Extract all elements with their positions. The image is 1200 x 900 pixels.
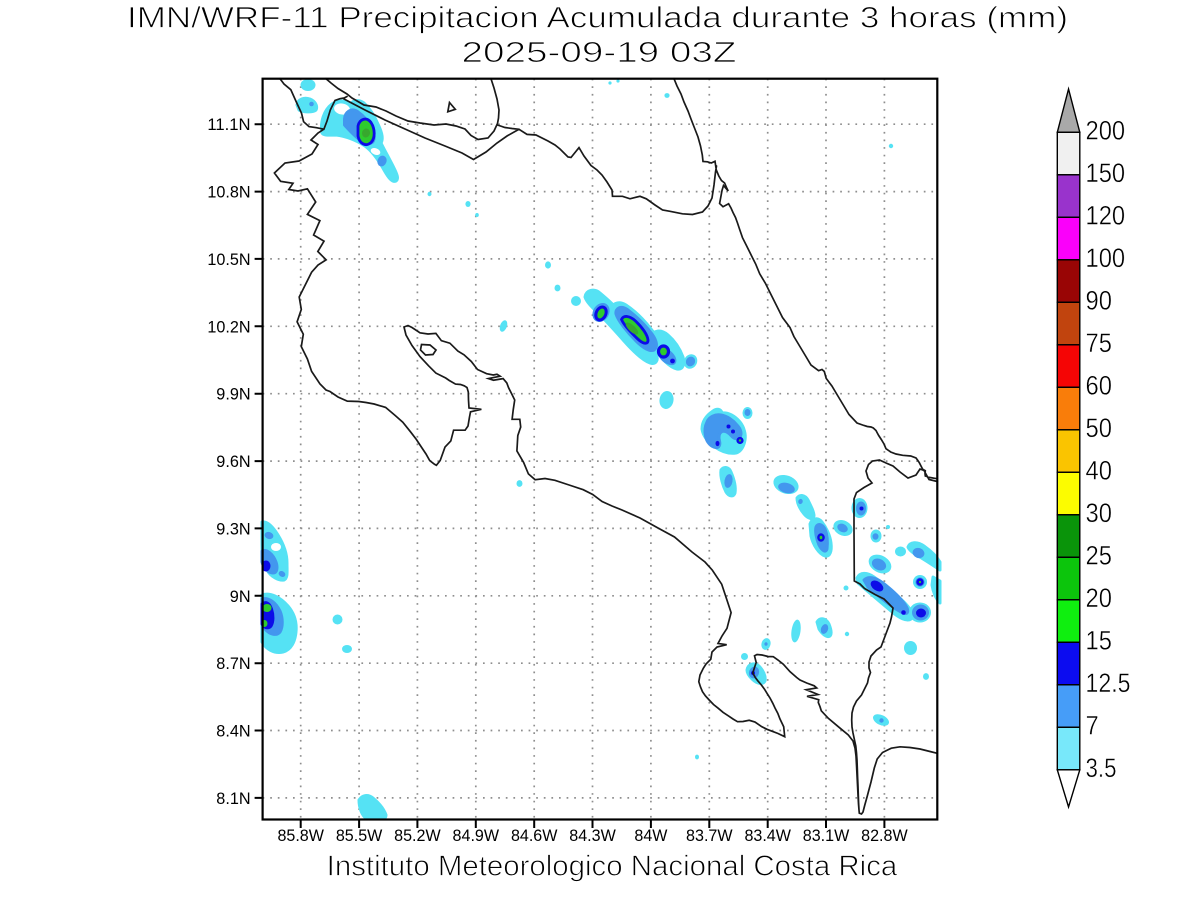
svg-text:60: 60 (1086, 370, 1112, 400)
svg-text:10.2N: 10.2N (207, 318, 250, 336)
svg-text:8.1N: 8.1N (216, 790, 250, 808)
svg-text:9N: 9N (230, 588, 251, 606)
svg-text:83.1W: 83.1W (803, 827, 850, 845)
svg-text:8.7N: 8.7N (216, 655, 250, 673)
svg-text:7: 7 (1086, 710, 1099, 740)
svg-text:82.8W: 82.8W (861, 827, 908, 845)
svg-text:120: 120 (1086, 200, 1126, 230)
svg-text:9.9N: 9.9N (216, 386, 250, 404)
svg-text:40: 40 (1086, 455, 1112, 485)
svg-text:30: 30 (1086, 498, 1112, 528)
svg-text:50: 50 (1086, 413, 1112, 443)
svg-text:200: 200 (1086, 115, 1126, 145)
svg-text:84W: 84W (634, 827, 667, 845)
svg-text:150: 150 (1086, 158, 1126, 188)
svg-text:84.9W: 84.9W (453, 827, 500, 845)
svg-text:84.3W: 84.3W (569, 827, 616, 845)
svg-text:IMN/WRF-11 Precipitacion Acumu: IMN/WRF-11 Precipitacion Acumulada duran… (127, 2, 1068, 35)
svg-text:3.5: 3.5 (1086, 753, 1117, 783)
svg-text:20: 20 (1086, 583, 1112, 613)
svg-text:100: 100 (1086, 243, 1126, 273)
svg-text:90: 90 (1086, 285, 1112, 315)
svg-text:Instituto Meteorologico Nacion: Instituto Meteorologico Nacional Costa R… (327, 850, 898, 882)
svg-text:12.5: 12.5 (1086, 668, 1131, 698)
svg-text:8.4N: 8.4N (216, 723, 250, 741)
svg-text:11.1N: 11.1N (207, 116, 250, 134)
svg-text:15: 15 (1086, 625, 1112, 655)
svg-text:83.7W: 83.7W (686, 827, 733, 845)
svg-text:83.4W: 83.4W (744, 827, 791, 845)
svg-text:10.5N: 10.5N (207, 251, 250, 269)
svg-text:9.6N: 9.6N (216, 453, 250, 471)
svg-text:25: 25 (1086, 540, 1112, 570)
svg-text:9.3N: 9.3N (216, 520, 250, 538)
svg-text:2025-09-19 03Z: 2025-09-19 03Z (462, 37, 737, 69)
svg-text:84.6W: 84.6W (511, 827, 558, 845)
svg-text:10.8N: 10.8N (207, 184, 250, 202)
svg-text:75: 75 (1086, 328, 1112, 358)
svg-text:85.2W: 85.2W (394, 827, 441, 845)
svg-text:85.5W: 85.5W (336, 827, 383, 845)
svg-text:85.8W: 85.8W (277, 827, 324, 845)
